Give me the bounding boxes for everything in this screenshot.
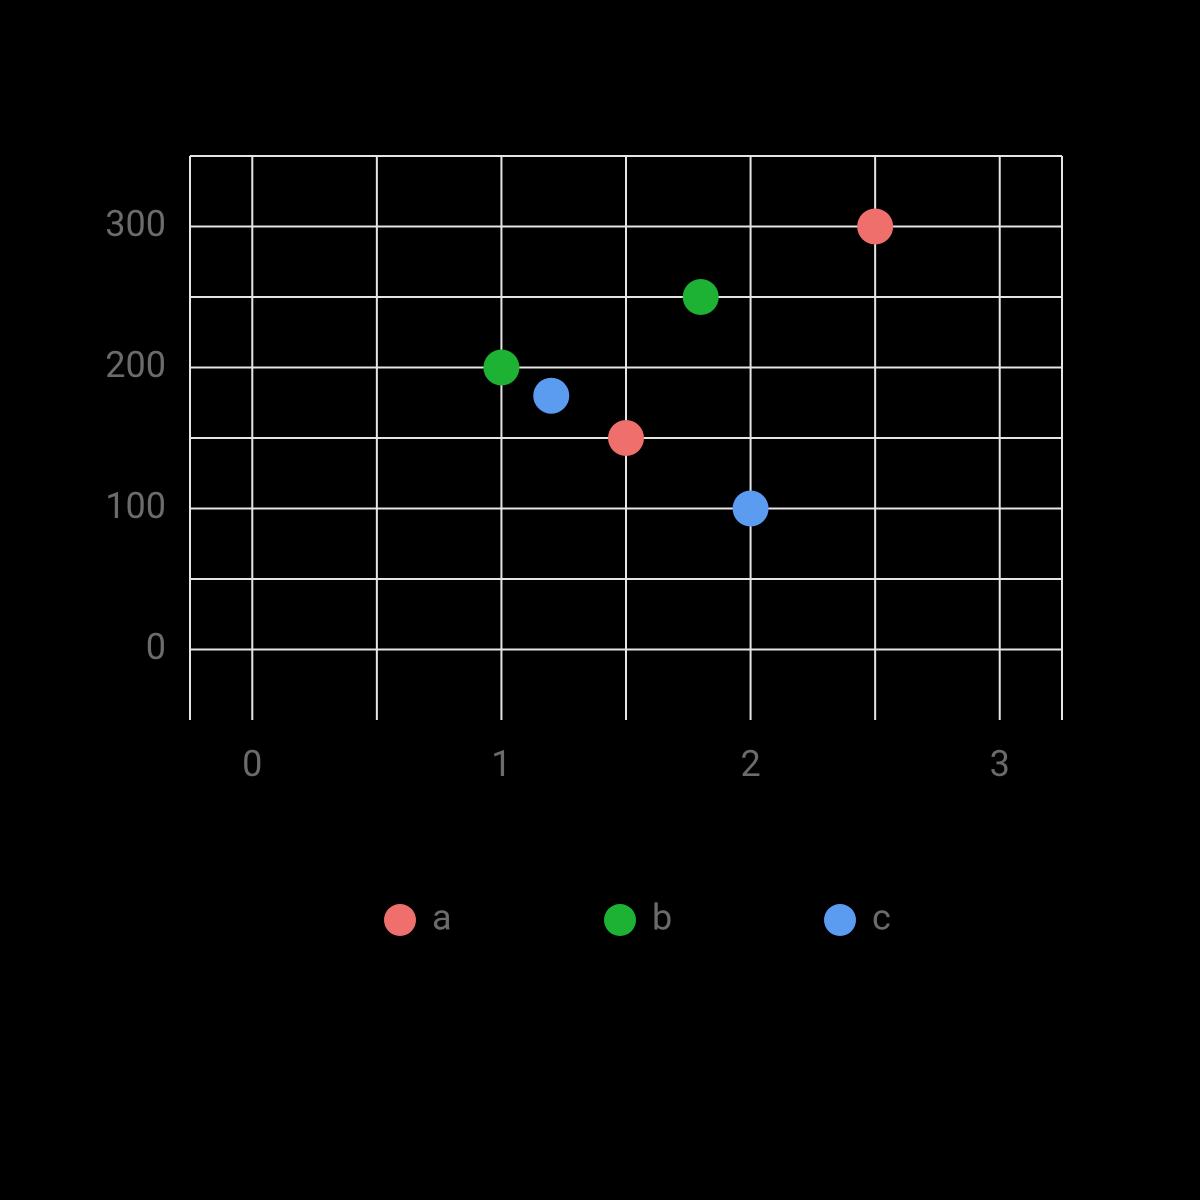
data-point-a — [608, 420, 644, 456]
legend-label-b: b — [652, 897, 672, 939]
legend-swatch-c — [824, 904, 856, 936]
legend-swatch-a — [384, 904, 416, 936]
x-axis-labels: 0 1 2 3 — [242, 743, 1010, 785]
data-point-a — [857, 209, 893, 245]
y-tick-label: 100 — [105, 485, 166, 527]
data-point-b — [483, 350, 519, 386]
y-tick-label: 300 — [105, 203, 166, 245]
y-tick-label: 0 — [146, 626, 166, 668]
y-axis-labels: 0 100 200 300 — [105, 203, 166, 668]
y-tick-label: 200 — [105, 344, 166, 386]
scatter-chart: 0 100 200 300 0 1 2 3 a b c — [0, 0, 1200, 1200]
x-tick-label: 0 — [242, 743, 262, 785]
x-tick-label: 3 — [990, 743, 1010, 785]
legend-label-a: a — [432, 897, 452, 939]
data-point-c — [733, 491, 769, 527]
data-point-b — [683, 279, 719, 315]
x-tick-label: 2 — [740, 743, 760, 785]
x-tick-label: 1 — [491, 743, 511, 785]
legend-swatch-b — [604, 904, 636, 936]
legend: a b c — [384, 897, 891, 939]
legend-label-c: c — [872, 897, 891, 939]
data-point-c — [533, 378, 569, 414]
